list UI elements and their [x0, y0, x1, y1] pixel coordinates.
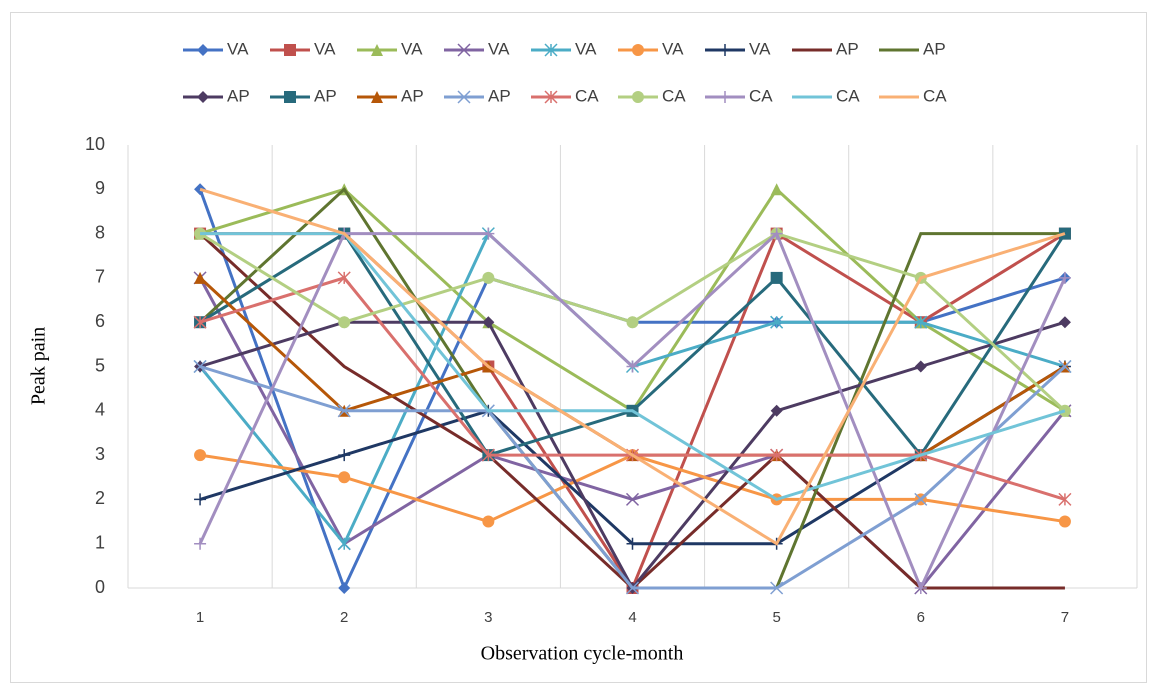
marker [338, 449, 351, 462]
x-tick-label: 1 [196, 609, 204, 626]
x-tick-label: 2 [340, 609, 348, 626]
y-tick-label: 1 [95, 532, 105, 552]
legend-label: CA [662, 86, 686, 105]
x-tick-label: 3 [484, 609, 492, 626]
marker [338, 582, 351, 594]
x-tick-label: 7 [1061, 609, 1069, 626]
y-tick-label: 6 [95, 311, 105, 331]
marker [193, 359, 207, 374]
marker [194, 537, 207, 550]
marker [193, 315, 207, 329]
marker [770, 448, 784, 462]
marker [481, 448, 495, 462]
marker [914, 492, 928, 506]
series-line [199, 187, 1066, 546]
marker [1058, 492, 1072, 506]
x-tick-label: 5 [772, 609, 780, 626]
marker [197, 91, 209, 103]
marker [626, 537, 639, 550]
marker [284, 44, 296, 56]
marker [1058, 316, 1071, 329]
marker [457, 90, 471, 104]
y-axis-title: Peak pain [28, 327, 50, 405]
y-tick-label: 10 [85, 134, 105, 154]
marker [626, 360, 639, 373]
marker [770, 183, 783, 196]
legend-label: VA [749, 39, 771, 58]
marker [482, 316, 495, 329]
y-tick-label: 5 [95, 355, 105, 375]
marker [1058, 515, 1071, 528]
marker [371, 44, 383, 56]
marker [482, 271, 495, 284]
marker [194, 493, 207, 506]
marker [482, 515, 495, 528]
legend-label: VA [488, 39, 510, 58]
marker [337, 537, 351, 551]
legend-label: CA [749, 86, 773, 105]
legend-label: AP [836, 39, 859, 58]
marker [544, 43, 558, 57]
marker [284, 91, 296, 103]
marker [632, 91, 644, 103]
legend-label: AP [314, 86, 337, 105]
legend-label: VA [227, 39, 249, 58]
marker [770, 581, 784, 595]
legend-label: CA [836, 86, 860, 105]
marker [770, 315, 784, 329]
y-tick-label: 7 [95, 267, 105, 287]
legend-label: VA [575, 39, 597, 58]
x-tick-label: 6 [917, 609, 925, 626]
marker [626, 316, 639, 329]
marker [457, 43, 471, 57]
marker [337, 404, 351, 418]
marker [1058, 271, 1071, 284]
marker [371, 91, 383, 103]
y-tick-label: 2 [95, 488, 105, 508]
marker [625, 581, 640, 595]
marker [194, 449, 207, 462]
marker [770, 227, 783, 240]
marker [632, 44, 644, 56]
marker [482, 227, 495, 240]
marker [914, 315, 928, 329]
marker [544, 90, 558, 104]
marker [197, 44, 209, 56]
marker [914, 582, 927, 594]
marker [337, 271, 351, 285]
y-tick-label: 3 [95, 444, 105, 464]
legend-label: AP [488, 86, 511, 105]
marker [914, 360, 927, 373]
legend-label: AP [923, 39, 946, 58]
marker [338, 316, 351, 329]
marker [770, 404, 783, 417]
legend-label: VA [314, 39, 336, 58]
legend-label: VA [401, 39, 423, 58]
legend-label: CA [923, 86, 947, 105]
y-tick-label: 4 [95, 400, 105, 420]
chart-frame [10, 12, 1147, 683]
marker [625, 492, 640, 506]
marker [719, 91, 731, 103]
legend-label: VA [662, 39, 684, 58]
marker [338, 471, 351, 484]
marker [719, 44, 731, 56]
x-axis-title: Observation cycle-month [481, 643, 684, 665]
y-tick-label: 0 [95, 577, 105, 597]
legend-label: AP [401, 86, 424, 105]
x-tick-label: 4 [628, 609, 636, 626]
legend-label: CA [575, 86, 599, 105]
y-tick-label: 8 [95, 222, 105, 242]
marker [1058, 359, 1072, 374]
legend-label: AP [227, 86, 250, 105]
marker [194, 271, 207, 284]
y-tick-label: 9 [95, 178, 105, 198]
marker [770, 271, 783, 284]
